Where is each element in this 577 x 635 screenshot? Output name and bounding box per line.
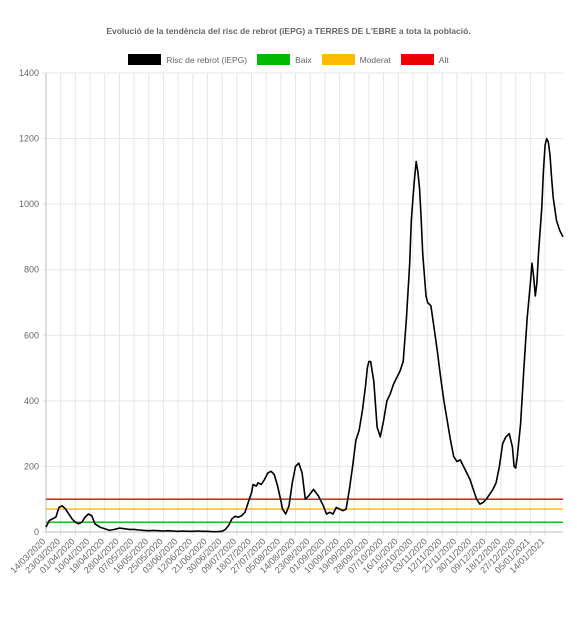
series-line-risc [45,137,564,533]
legend-label-moderat: Moderat [359,54,391,65]
y-tick-label: 1400 [19,68,39,78]
y-tick-label: 200 [24,461,39,471]
legend-item-baix[interactable]: Baix [257,54,312,65]
legend-item-moderat[interactable]: Moderat [321,54,391,65]
legend-swatch-alt [400,54,434,65]
legend-item-risc[interactable]: Risc de rebrot (iEPG) [128,54,247,65]
legend-item-alt[interactable]: Alt [400,54,449,65]
y-tick-label: 800 [24,265,39,275]
y-tick-label: 400 [24,396,39,406]
chart-legend: Risc de rebrot (iEPG) Baix Moderat Alt [0,54,577,65]
legend-swatch-moderat [321,54,355,65]
legend-label-baix: Baix [295,54,312,65]
legend-label-risc: Risc de rebrot (iEPG) [166,54,248,65]
chart-title: Evolució de la tendència del risc de reb… [106,26,471,36]
legend-swatch-baix [257,54,291,65]
y-tick-label: 600 [24,330,39,340]
y-tick-label: 0 [34,527,39,537]
y-tick-label: 1200 [19,134,39,144]
legend-label-alt: Alt [438,54,449,65]
y-tick-label: 1000 [19,199,39,209]
legend-swatch-risc [128,54,162,65]
